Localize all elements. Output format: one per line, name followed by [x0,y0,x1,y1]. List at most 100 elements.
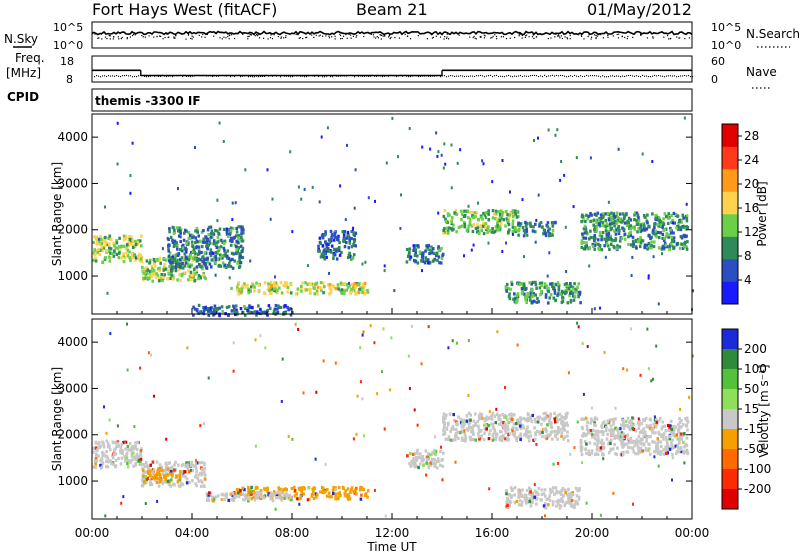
echo-cell [164,267,168,271]
echo-cell [351,256,354,260]
echo-cell [197,311,200,315]
echo-cell [676,242,679,246]
echo-cell [616,244,619,248]
echo-cell [658,432,661,436]
nave-point [634,75,636,77]
echo-cell [126,248,130,252]
echo-cell [618,438,622,442]
echo-cell [444,230,447,234]
echo-cell-scatter [557,462,560,465]
nave-point [576,75,578,77]
echo-cell [467,427,471,431]
echo-cell [670,213,673,217]
echo-cell [303,288,307,292]
noise-search-point [388,35,390,37]
echo-cell [517,489,520,493]
nave-point [478,75,480,77]
echo-cell [661,420,665,424]
echo-cell [604,227,608,231]
echo-cell [451,216,454,220]
echo-cell [348,497,352,501]
echo-cell [201,240,205,244]
noise-search-point [533,37,535,39]
echo-cell [556,414,560,418]
echo-cell [274,303,278,308]
echo-cell [352,287,355,291]
echo-cell [626,223,629,227]
echo-cell [417,465,420,470]
echo-cell [338,491,341,495]
nave-point [662,75,664,77]
echo-cell [330,244,334,248]
echo-cell [158,480,162,484]
echo-cell [525,496,529,501]
echo-cell [331,488,335,492]
echo-cell [247,287,251,291]
echo-cell [561,424,565,428]
echo-cell [605,240,608,244]
echo-cell-scatter [416,423,419,427]
echo-cell [123,256,127,260]
echo-cell-scatter [156,499,159,503]
nave-point [316,74,318,76]
echo-cell [106,442,110,446]
echo-cell [167,249,170,253]
echo-cell-scatter [134,256,137,260]
echo-cell [507,215,511,219]
echo-cell [158,467,162,471]
echo-cell [343,282,346,286]
echo-cell [601,220,604,224]
echo-cell [578,487,581,491]
echo-cell [427,463,431,467]
echo-cell [678,225,682,229]
velocity-panel-frame [91,318,693,520]
echo-cell [213,311,217,315]
nave-point [496,74,498,76]
echo-cell [436,457,440,461]
echo-cell [654,431,657,435]
echo-cell [597,218,601,222]
echo-cell [563,423,566,427]
echo-cell [301,281,304,285]
echo-cell [228,261,231,265]
echo-cell [197,249,201,253]
echo-cell [360,486,364,490]
nave-point [540,75,542,77]
echo-cell [444,220,448,224]
echo-cell [614,232,618,236]
echo-cell [270,283,274,288]
nave-point [166,76,168,78]
echo-cell [202,273,206,277]
echo-cell [636,421,640,425]
echo-cell [112,241,115,246]
nave-point [364,75,366,77]
echo-cell [681,213,685,217]
echo-cell [208,262,212,266]
power-echo-layer [92,116,694,318]
echo-cell [616,446,619,450]
echo-cell [631,423,634,427]
echo-cell [664,243,668,247]
noise-panel-frame [91,21,693,49]
echo-cell [126,444,130,449]
echo-cell [247,497,250,501]
echo-cell [442,214,446,219]
echo-cell [102,445,106,449]
nave-point [612,75,614,77]
echo-cell [622,227,626,231]
echo-cell [200,467,204,471]
echo-cell [466,209,470,213]
echo-cell [282,284,286,288]
echo-cell [234,244,238,248]
echo-cell [598,430,601,434]
echo-cell-scatter [383,269,386,273]
echo-cell [629,421,633,425]
echo-cell [546,229,550,233]
echo-cell [589,219,592,223]
echo-cell-scatter [491,180,494,184]
nave-point [422,75,424,77]
echo-cell [183,231,186,235]
echo-cell [229,239,232,243]
echo-cell [529,221,532,225]
echo-cell [520,286,524,291]
